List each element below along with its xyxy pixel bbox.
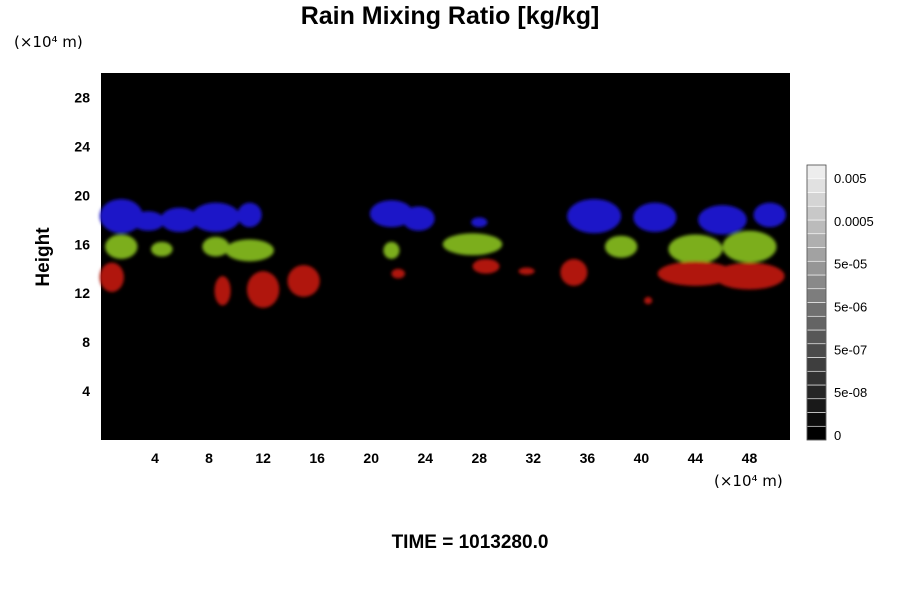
colorbar-label: 0.005: [834, 171, 867, 186]
x-axis-unit: (×10⁴ m): [714, 472, 783, 490]
rain-region-2-11: [714, 262, 785, 290]
colorbar-swatch: [806, 343, 827, 358]
rain-regions: [99, 199, 786, 308]
x-tick-label: 12: [255, 450, 271, 466]
colorbar-label: 0: [834, 428, 841, 443]
rain-region-2-7: [518, 267, 535, 275]
colorbar-swatch: [806, 205, 827, 221]
colorbar-swatch: [806, 412, 827, 427]
colorbar-swatch: [806, 274, 827, 290]
rain-region-2-4: [287, 265, 320, 297]
colorbar-label: 5e-08: [834, 385, 867, 400]
rain-region-0-0: [99, 199, 143, 234]
rain-region-0-7: [471, 217, 488, 228]
x-tick-label: 36: [580, 450, 596, 466]
rain-region-0-5: [369, 200, 414, 228]
colorbar: 0.005 0.0005 5e-05 5e-06 5e-07 5e-08 0: [806, 164, 874, 443]
rain-region-1-5: [442, 233, 503, 256]
rain-region-1-4: [383, 241, 400, 259]
y-tick-label: 24: [74, 138, 90, 154]
colorbar-swatch: [806, 315, 827, 331]
colorbar-swatch: [806, 370, 827, 386]
rain-region-0-9: [633, 202, 677, 233]
y-tick-label: 20: [74, 187, 90, 203]
rain-region-2-1: [214, 276, 231, 306]
rain-region-2-2: [246, 271, 280, 308]
rain-region-0-3: [191, 202, 241, 233]
colorbar-swatch: [806, 178, 827, 193]
colorbar-swatch: [806, 384, 827, 400]
colorbar-label: 5e-05: [834, 257, 867, 272]
rain-region-2-10: [657, 261, 734, 286]
colorbar-swatch: [806, 260, 827, 276]
y-tick-label: 12: [74, 285, 90, 301]
y-tick-label: 16: [74, 236, 90, 252]
rain-region-0-8: [567, 199, 622, 234]
rain-region-0-11: [753, 202, 786, 228]
x-tick-label: 4: [151, 450, 159, 466]
colorbar-swatch: [806, 288, 827, 303]
rain-region-0-1: [132, 211, 165, 231]
x-tick-label: 28: [471, 450, 487, 466]
colorbar-swatch: [806, 398, 827, 413]
rain-region-0-4: [237, 202, 262, 228]
rain-region-1-7: [668, 234, 723, 264]
rain-region-1-0: [105, 234, 138, 259]
colorbar-swatch: [806, 329, 827, 345]
colorbar-label: 5e-07: [834, 342, 867, 357]
rain-region-2-5: [391, 268, 405, 279]
colorbar-label: 5e-06: [834, 300, 867, 315]
colorbar-swatch: [806, 164, 827, 180]
x-tick-label: 48: [742, 450, 758, 466]
x-tick-label: 32: [526, 450, 542, 466]
colorbar-swatch: [806, 357, 827, 372]
x-tick-label: 8: [205, 450, 213, 466]
rain-region-2-9: [644, 296, 653, 305]
x-tick-label: 16: [309, 450, 325, 466]
chart-title: Rain Mixing Ratio [kg/kg]: [300, 2, 600, 30]
y-tick-label: 28: [74, 89, 90, 105]
time-label: TIME = 1013280.0: [391, 532, 549, 553]
colorbar-swatch: [806, 192, 827, 207]
x-tick-label: 44: [688, 450, 704, 466]
y-tick-label: 8: [82, 334, 90, 350]
colorbar-swatch: [806, 425, 827, 441]
rain-region-1-1: [150, 241, 173, 257]
y-tick-label: 4: [82, 383, 90, 399]
rain-region-2-0: [99, 262, 124, 292]
rain-region-1-3: [225, 239, 274, 262]
rain-region-1-2: [202, 236, 230, 257]
rain-region-0-2: [160, 207, 199, 233]
x-tick-label: 20: [363, 450, 379, 466]
rain-region-2-3: [253, 296, 273, 307]
colorbar-swatch: [806, 247, 827, 262]
x-axis-ticks: 4 8 12 16 20 24 28 32 36 40 44 48: [151, 450, 757, 466]
colorbar-label: 0.0005: [834, 214, 874, 229]
rain-region-2-8: [560, 258, 588, 286]
y-axis-unit: (×10⁴ m): [14, 33, 83, 51]
x-tick-label: 24: [417, 450, 433, 466]
rain-region-0-10: [698, 205, 747, 235]
colorbar-frame: [806, 164, 827, 441]
x-tick-label: 40: [634, 450, 650, 466]
y-axis-ticks: 4 8 12 16 20 24 28: [74, 89, 90, 399]
rain-region-1-8: [722, 230, 777, 263]
rain-region-2-6: [472, 258, 500, 274]
colorbar-swatch: [806, 219, 827, 235]
rain-region-0-6: [402, 206, 435, 231]
colorbar-swatch: [806, 302, 827, 317]
rain-region-1-6: [604, 235, 638, 258]
colorbar-swatch: [806, 233, 827, 248]
